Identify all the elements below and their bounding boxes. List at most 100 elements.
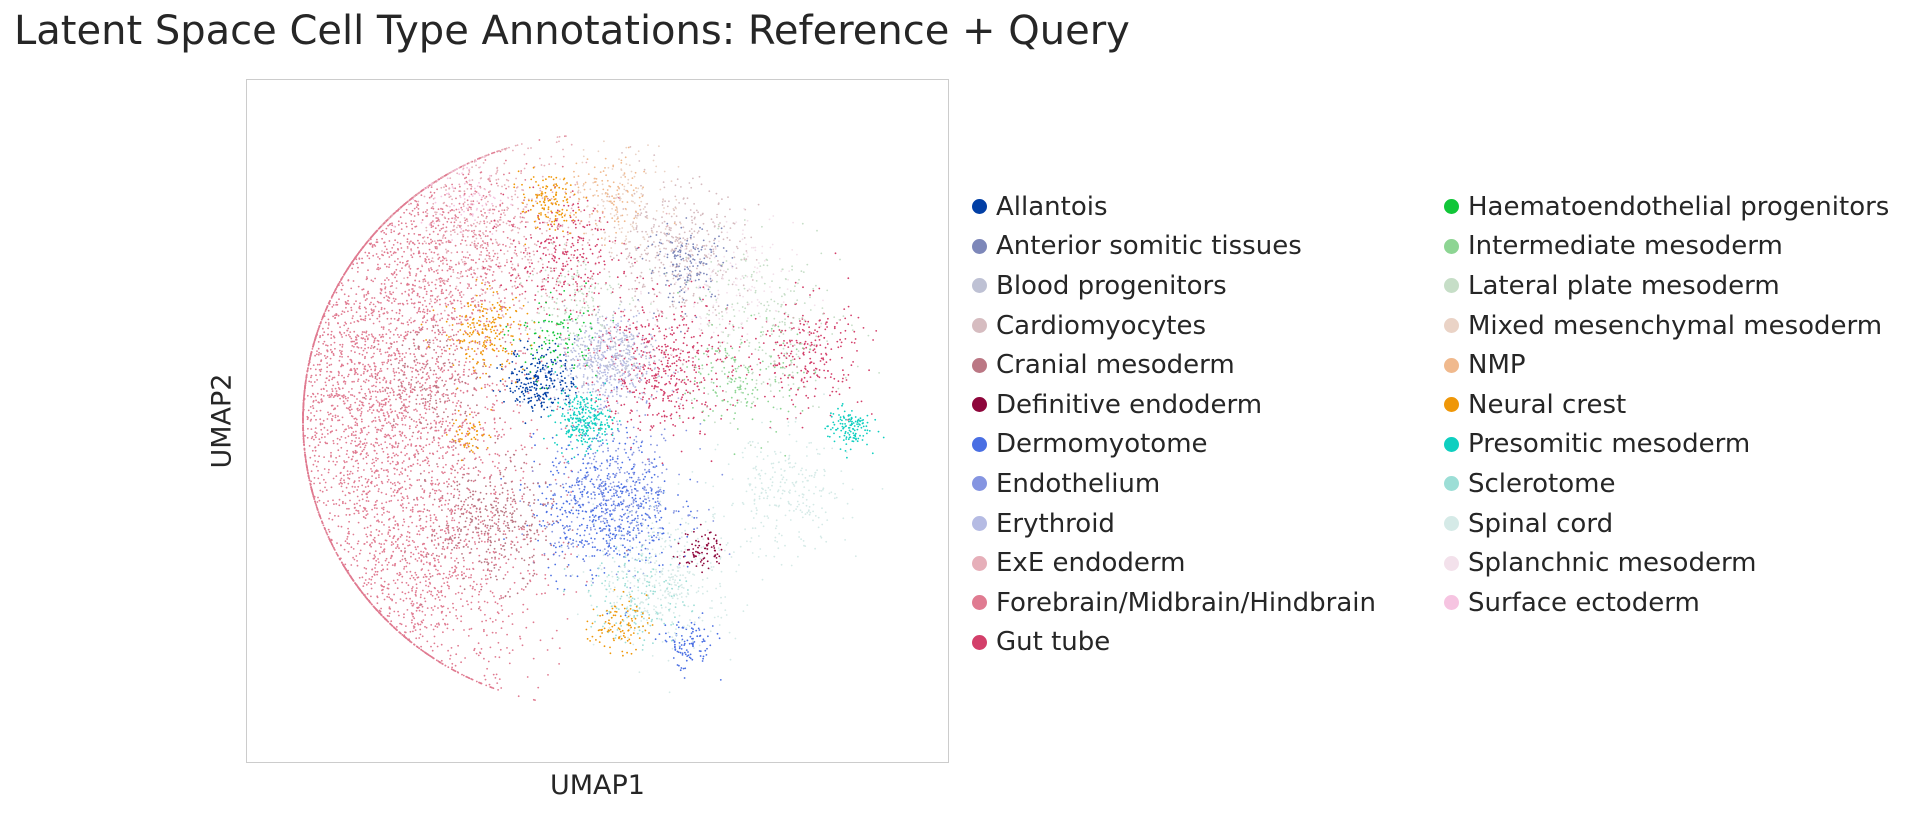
scatter-point xyxy=(394,329,397,331)
scatter-point xyxy=(471,230,473,233)
scatter-point xyxy=(314,446,317,448)
scatter-point xyxy=(315,374,317,377)
scatter-point xyxy=(523,245,525,247)
scatter-point xyxy=(387,433,390,436)
scatter-point xyxy=(402,599,405,602)
scatter-point xyxy=(496,169,499,172)
scatter-point xyxy=(409,570,412,573)
scatter-point xyxy=(391,302,393,304)
scatter-point xyxy=(434,363,437,365)
scatter-point xyxy=(464,538,467,541)
scatter-point xyxy=(387,460,389,463)
scatter-point xyxy=(429,427,432,430)
scatter-point xyxy=(423,311,426,314)
scatter-point xyxy=(428,196,431,199)
scatter-point xyxy=(427,375,430,378)
scatter-point xyxy=(472,480,475,483)
scatter-point xyxy=(361,403,364,406)
scatter-point xyxy=(494,619,497,621)
scatter-point xyxy=(438,220,441,223)
scatter-point xyxy=(480,540,483,543)
scatter-point xyxy=(514,557,517,560)
scatter-point xyxy=(423,240,426,243)
scatter-point xyxy=(376,410,379,412)
scatter-point xyxy=(470,208,473,211)
scatter-point xyxy=(351,472,354,475)
scatter-point xyxy=(419,270,422,273)
scatter-point xyxy=(341,387,344,390)
scatter-point xyxy=(455,208,458,211)
scatter-point xyxy=(367,363,370,366)
scatter-point xyxy=(422,211,425,214)
scatter-point xyxy=(535,573,538,576)
scatter-point xyxy=(479,427,482,430)
scatter-point xyxy=(459,467,462,470)
scatter-point xyxy=(361,353,364,356)
scatter-point xyxy=(351,578,354,580)
scatter-point xyxy=(526,676,529,678)
scatter-point xyxy=(415,274,417,277)
scatter-point xyxy=(404,469,407,472)
scatter-point xyxy=(326,349,328,352)
scatter-point xyxy=(309,367,312,370)
scatter-point xyxy=(408,243,411,245)
scatter-point xyxy=(461,233,464,236)
scatter-point xyxy=(519,277,521,280)
scatter-point xyxy=(392,244,395,246)
scatter-point xyxy=(403,447,406,449)
scatter-point xyxy=(430,593,432,596)
scatter-point xyxy=(335,291,338,294)
scatter-point xyxy=(445,259,448,262)
scatter-point xyxy=(380,306,383,309)
scatter-point xyxy=(462,235,465,238)
scatter-point xyxy=(470,574,473,576)
scatter-point xyxy=(482,569,485,571)
scatter-point xyxy=(450,209,453,211)
scatter-point xyxy=(385,342,388,344)
scatter-point xyxy=(396,489,399,492)
scatter-point xyxy=(364,444,367,447)
scatter-point xyxy=(325,309,327,311)
scatter-point xyxy=(409,386,412,389)
scatter-point xyxy=(388,354,391,356)
scatter-point xyxy=(370,583,373,585)
scatter-point xyxy=(422,339,425,342)
scatter-point xyxy=(484,541,486,543)
scatter-point xyxy=(376,238,378,241)
scatter-point xyxy=(398,336,400,338)
scatter-point xyxy=(451,566,453,569)
scatter-point xyxy=(441,423,444,426)
scatter-point xyxy=(428,248,431,251)
scatter-point xyxy=(319,482,321,485)
scatter-point xyxy=(496,399,498,402)
scatter-point xyxy=(516,144,519,146)
scatter-point xyxy=(375,477,377,480)
scatter-point xyxy=(382,312,385,315)
scatter-point xyxy=(472,259,475,262)
scatter-point xyxy=(478,343,481,345)
scatter-point xyxy=(523,167,526,170)
scatter-point xyxy=(456,299,459,302)
scatter-point xyxy=(473,580,475,583)
scatter-point xyxy=(357,409,359,412)
scatter-point xyxy=(392,370,395,372)
scatter-point xyxy=(416,437,419,440)
scatter-point xyxy=(438,482,441,485)
scatter-point xyxy=(424,600,427,603)
scatter-point xyxy=(413,643,415,646)
scatter-point xyxy=(345,461,348,463)
scatter-point xyxy=(503,253,506,255)
scatter-point xyxy=(471,587,474,590)
scatter-point xyxy=(348,530,350,533)
scatter-point xyxy=(504,264,506,267)
scatter-point xyxy=(423,508,426,511)
scatter-point xyxy=(401,267,403,269)
scatter-point xyxy=(373,465,376,467)
scatter-point xyxy=(457,289,459,292)
scatter-point xyxy=(479,171,482,174)
scatter-point xyxy=(409,267,412,270)
scatter-point xyxy=(397,523,399,526)
scatter-point xyxy=(378,542,381,545)
scatter-point xyxy=(436,573,439,576)
scatter-point xyxy=(411,589,413,592)
